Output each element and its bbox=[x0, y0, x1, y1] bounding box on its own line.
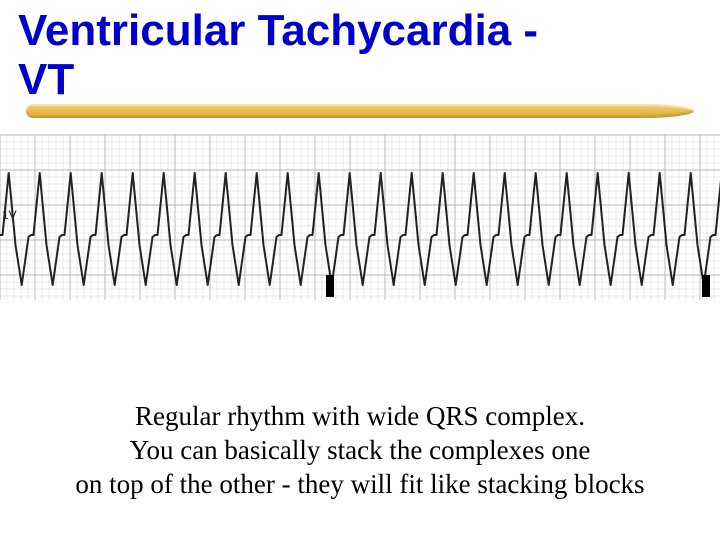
slide: Ventricular Tachycardia - VT 1V Regular … bbox=[0, 0, 720, 540]
ecg-svg bbox=[0, 125, 720, 305]
ecg-strip bbox=[0, 125, 720, 305]
underline-brush bbox=[26, 104, 694, 118]
slide-title: Ventricular Tachycardia - VT bbox=[18, 6, 538, 105]
caption-text: Regular rhythm with wide QRS complex. Yo… bbox=[0, 400, 720, 501]
ecg-axis-label: 1V bbox=[2, 208, 17, 222]
